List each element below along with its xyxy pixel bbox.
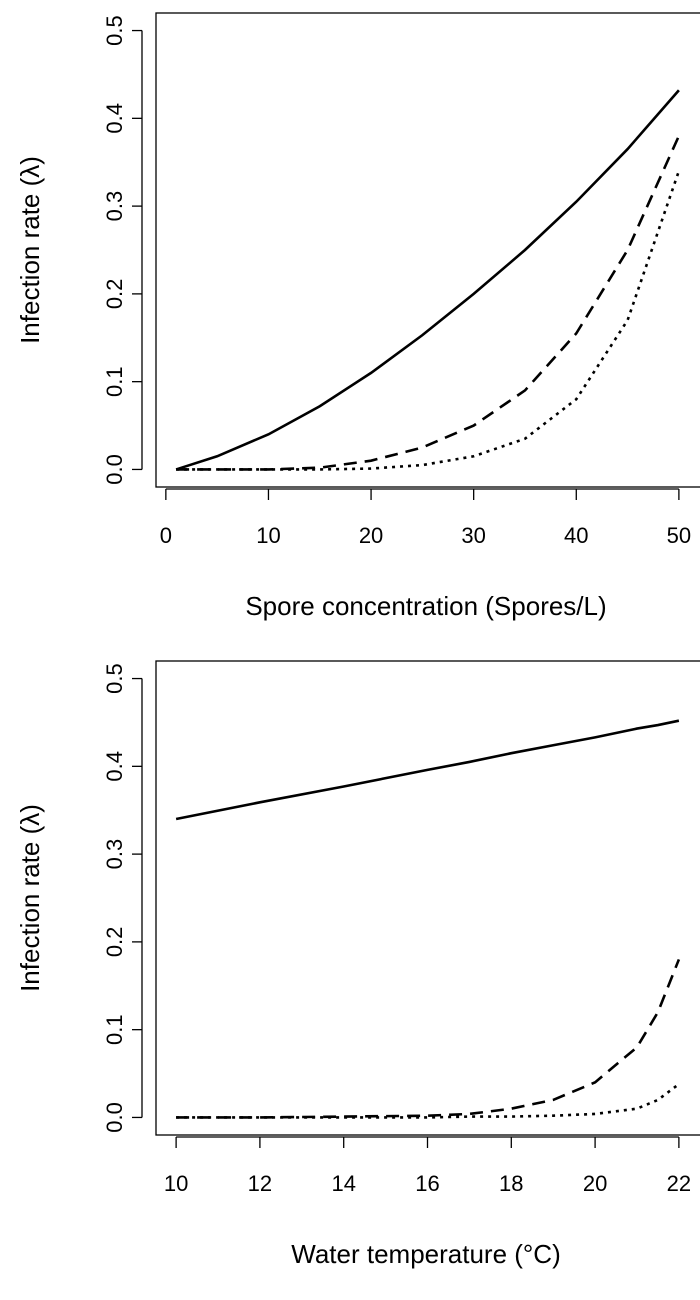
x-axis-title: Spore concentration (Spores/L)	[245, 591, 606, 621]
plot-frame	[155, 12, 700, 488]
x-tick-label: 10	[164, 1171, 188, 1196]
data-line	[175, 89, 680, 471]
y-tick-label: 0.2	[102, 927, 127, 958]
y-tick-label: 0.5	[102, 15, 127, 46]
y-tick-label: 0.0	[102, 1102, 127, 1133]
y-axis-title: Infection rate (λ)	[15, 156, 45, 344]
data-line	[176, 958, 681, 1119]
x-axis-title: Water temperature (°C)	[291, 1239, 561, 1269]
y-tick-label: 0.0	[102, 454, 127, 485]
x-tick-label: 30	[461, 523, 485, 548]
x-tick-label: 50	[667, 523, 691, 548]
y-tick-label: 0.5	[102, 663, 127, 694]
data-line	[176, 135, 681, 471]
x-tick-label: 20	[359, 523, 383, 548]
x-tick-label: 14	[331, 1171, 355, 1196]
chart: 0.0 0.1 0.2 0.3 0.4 0.5 10 12 14 16 18 20 22 Water te…	[15, 660, 700, 1269]
y-axis-title: Infection rate (λ)	[15, 804, 45, 992]
y-tick-label: 0.3	[102, 191, 127, 222]
y-tick-label: 0.1	[102, 366, 127, 397]
chart: 0.0 0.1 0.2 0.3 0.4 0.5 0 10 20 30 40 50 Spore conce…	[15, 12, 700, 621]
x-tick-label: 0	[160, 523, 172, 548]
x-tick-label: 22	[667, 1171, 691, 1196]
data-line	[176, 1083, 680, 1119]
x-tick-label: 12	[248, 1171, 272, 1196]
x-tick-label: 20	[583, 1171, 607, 1196]
x-tick-label: 18	[499, 1171, 523, 1196]
x-tick-label: 40	[564, 523, 588, 548]
y-tick-label: 0.3	[102, 839, 127, 870]
x-tick-label: 16	[415, 1171, 439, 1196]
plot-frame	[155, 660, 700, 1136]
x-tick-label: 10	[256, 523, 280, 548]
y-tick-label: 0.2	[102, 279, 127, 310]
data-line	[175, 719, 680, 821]
y-tick-label: 0.4	[102, 751, 127, 782]
y-tick-label: 0.4	[102, 103, 127, 134]
y-tick-label: 0.1	[102, 1014, 127, 1045]
data-line	[176, 170, 681, 471]
